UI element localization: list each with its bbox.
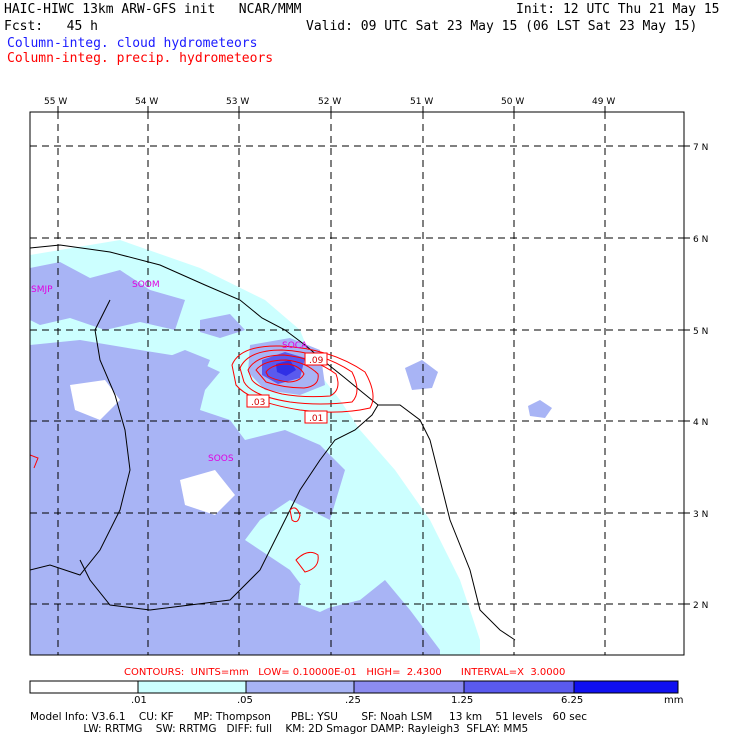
contour-label-01: .01 bbox=[309, 414, 323, 424]
colorbar-tick: 6.25 bbox=[561, 695, 584, 706]
contour-info: CONTOURS: UNITS=mm LOW= 0.10000E-01 HIGH… bbox=[124, 667, 566, 678]
lon-label: 51 W bbox=[410, 97, 433, 107]
colorbar-units: mm bbox=[664, 695, 684, 706]
latitude-labels: 7 N 6 N 5 N 4 N 3 N 2 N bbox=[693, 143, 708, 611]
lat-label: 6 N bbox=[693, 235, 708, 245]
lon-label: 53 W bbox=[226, 97, 249, 107]
field-cloud-label: Column-integ. cloud hydrometeors bbox=[7, 36, 258, 51]
lat-label: 7 N bbox=[693, 143, 708, 153]
lon-label: 50 W bbox=[501, 97, 524, 107]
lat-label: 4 N bbox=[693, 418, 708, 428]
colorbar-tick: .05 bbox=[237, 695, 253, 706]
station-soca: SOCA bbox=[282, 341, 308, 351]
colorbar-tick: .25 bbox=[345, 695, 361, 706]
forecast-hour: Fcst: 45 h bbox=[4, 19, 98, 34]
precip-contours bbox=[30, 345, 374, 573]
field-precip-label: Column-integ. precip. hydrometeors bbox=[7, 51, 274, 66]
lon-label: 54 W bbox=[135, 97, 158, 107]
lon-label: 49 W bbox=[592, 97, 615, 107]
station-soos: SOOS bbox=[208, 454, 234, 464]
model-info-line1: Model Info: V3.6.1 CU: KF MP: Thompson P… bbox=[30, 711, 587, 723]
cloud-hydrometeor-field bbox=[30, 240, 552, 655]
model-info-line2: LW: RRTMG SW: RRTMG DIFF: full KM: 2D Sm… bbox=[30, 723, 529, 735]
coastline bbox=[30, 244, 516, 641]
colorbar-tick: 1.25 bbox=[451, 695, 474, 706]
contour-labels: .09 .03 .01 bbox=[246, 352, 328, 424]
colorbar-tick: .01 bbox=[131, 695, 147, 706]
latlon-grid bbox=[30, 112, 684, 655]
lon-label: 55 W bbox=[44, 97, 67, 107]
station-soom: SOOM bbox=[132, 280, 160, 290]
init-time: Init: 12 UTC Thu 21 May 15 bbox=[516, 2, 720, 17]
colorbar bbox=[29, 680, 679, 694]
lat-label: 5 N bbox=[693, 327, 708, 337]
model-title: HAIC-HIWC 13km ARW-GFS init NCAR/MMM bbox=[4, 2, 302, 17]
lat-label: 2 N bbox=[693, 601, 708, 611]
valid-time: Valid: 09 UTC Sat 23 May 15 (06 LST Sat … bbox=[306, 19, 698, 34]
station-labels: SMJP SOOM SOCA SOOS bbox=[31, 280, 308, 464]
map-frame bbox=[29, 111, 685, 656]
lat-label: 3 N bbox=[693, 510, 708, 520]
axis-ticks bbox=[57, 106, 690, 605]
lon-label: 52 W bbox=[318, 97, 341, 107]
contour-label-09: .09 bbox=[309, 356, 324, 366]
station-smjp: SMJP bbox=[31, 285, 53, 295]
contour-label-03: .03 bbox=[251, 398, 265, 408]
longitude-labels: 55 W 54 W 53 W 52 W 51 W 50 W 49 W bbox=[44, 97, 615, 107]
